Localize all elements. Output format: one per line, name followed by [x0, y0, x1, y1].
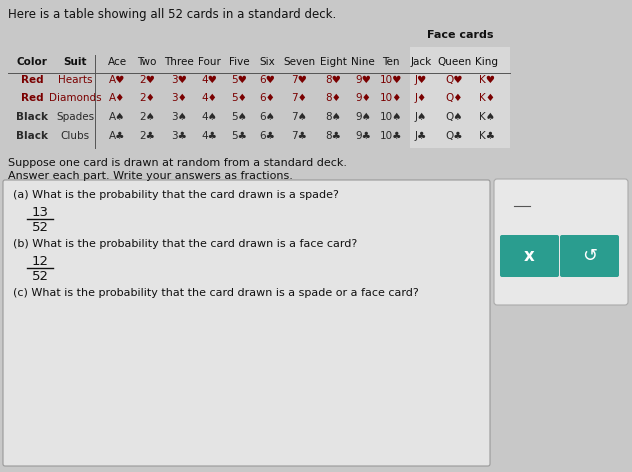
Text: Two: Two — [137, 57, 157, 67]
Text: 6♦: 6♦ — [259, 93, 275, 103]
Text: King: King — [475, 57, 499, 67]
Text: 5♦: 5♦ — [231, 93, 247, 103]
Text: 10♦: 10♦ — [380, 93, 402, 103]
Text: J♥: J♥ — [415, 75, 427, 85]
Text: 3♥: 3♥ — [171, 75, 187, 85]
Text: 3♠: 3♠ — [171, 112, 187, 122]
Text: 6♣: 6♣ — [259, 131, 275, 141]
Text: Clubs: Clubs — [61, 131, 90, 141]
Text: Q♠: Q♠ — [446, 112, 463, 122]
Text: (a) What is the probability that the card drawn is a spade?: (a) What is the probability that the car… — [13, 190, 339, 200]
Text: (b) What is the probability that the card drawn is a face card?: (b) What is the probability that the car… — [13, 239, 357, 249]
Text: 2♣: 2♣ — [139, 131, 155, 141]
Text: Six: Six — [259, 57, 275, 67]
Text: 2♠: 2♠ — [139, 112, 155, 122]
Text: 4♦: 4♦ — [201, 93, 217, 103]
Text: 4♣: 4♣ — [201, 131, 217, 141]
Text: 9♥: 9♥ — [355, 75, 371, 85]
FancyBboxPatch shape — [515, 190, 529, 202]
Text: 7♥: 7♥ — [291, 75, 307, 85]
Text: 2♦: 2♦ — [139, 93, 155, 103]
Text: 6♠: 6♠ — [259, 112, 275, 122]
Text: 10♥: 10♥ — [380, 75, 402, 85]
Text: Color: Color — [16, 57, 47, 67]
Text: A♦: A♦ — [109, 93, 125, 103]
Text: 9♠: 9♠ — [355, 112, 371, 122]
Text: 7♦: 7♦ — [291, 93, 307, 103]
Text: Q♥: Q♥ — [446, 75, 463, 85]
Text: Black: Black — [16, 112, 48, 122]
Text: Jack: Jack — [410, 57, 432, 67]
Text: Suppose one card is drawn at random from a standard deck.: Suppose one card is drawn at random from… — [8, 158, 347, 168]
Text: J♠: J♠ — [415, 112, 427, 122]
Text: Eight: Eight — [320, 57, 346, 67]
Text: 9♣: 9♣ — [355, 131, 371, 141]
FancyBboxPatch shape — [3, 180, 490, 466]
Text: K♥: K♥ — [479, 75, 495, 85]
Text: Suit: Suit — [63, 57, 87, 67]
Text: 5♣: 5♣ — [231, 131, 247, 141]
Text: x: x — [524, 247, 535, 265]
Text: Q♦: Q♦ — [446, 93, 463, 103]
Text: 10♣: 10♣ — [380, 131, 402, 141]
FancyBboxPatch shape — [515, 209, 529, 221]
FancyBboxPatch shape — [17, 304, 26, 318]
Text: 4♠: 4♠ — [201, 112, 217, 122]
Text: (c) What is the probability that the card drawn is a spade or a face card?: (c) What is the probability that the car… — [13, 288, 419, 298]
Text: 3♣: 3♣ — [171, 131, 187, 141]
Text: Here is a table showing all 52 cards in a standard deck.: Here is a table showing all 52 cards in … — [8, 8, 336, 21]
Text: A♥: A♥ — [109, 75, 125, 85]
Text: 52: 52 — [32, 270, 49, 283]
Text: K♠: K♠ — [479, 112, 495, 122]
Text: Red: Red — [21, 93, 44, 103]
Text: K♦: K♦ — [479, 93, 495, 103]
Text: 2♥: 2♥ — [139, 75, 155, 85]
Text: 7♣: 7♣ — [291, 131, 307, 141]
Text: Nine: Nine — [351, 57, 375, 67]
Text: Answer each part. Write your answers as fractions.: Answer each part. Write your answers as … — [8, 171, 293, 181]
Text: Queen: Queen — [437, 57, 471, 67]
Text: Diamonds: Diamonds — [49, 93, 101, 103]
Text: K♣: K♣ — [479, 131, 495, 141]
Text: 3♦: 3♦ — [171, 93, 187, 103]
Text: Q♣: Q♣ — [446, 131, 463, 141]
Text: Red: Red — [21, 75, 44, 85]
Text: 52: 52 — [32, 221, 49, 234]
Text: Face cards: Face cards — [427, 30, 493, 40]
Text: 13: 13 — [32, 206, 49, 219]
Text: 8♣: 8♣ — [325, 131, 341, 141]
Text: 5♠: 5♠ — [231, 112, 247, 122]
Text: Spades: Spades — [56, 112, 94, 122]
Text: Ten: Ten — [382, 57, 400, 67]
Bar — [410, 47, 510, 148]
Text: J♦: J♦ — [415, 93, 427, 103]
FancyBboxPatch shape — [494, 179, 628, 305]
Text: Seven: Seven — [283, 57, 315, 67]
Text: 8♥: 8♥ — [325, 75, 341, 85]
Text: 8♠: 8♠ — [325, 112, 341, 122]
Text: 5♥: 5♥ — [231, 75, 247, 85]
Text: 8♦: 8♦ — [325, 93, 341, 103]
Text: 9♦: 9♦ — [355, 93, 371, 103]
Text: A♠: A♠ — [109, 112, 125, 122]
Text: J♣: J♣ — [415, 131, 427, 141]
FancyBboxPatch shape — [560, 235, 619, 277]
Text: 10♠: 10♠ — [380, 112, 402, 122]
Text: Black: Black — [16, 131, 48, 141]
Text: Five: Five — [229, 57, 249, 67]
Text: 6♥: 6♥ — [259, 75, 275, 85]
Text: Four: Four — [198, 57, 221, 67]
Text: Hearts: Hearts — [58, 75, 92, 85]
Text: 12: 12 — [32, 255, 49, 268]
Text: Three: Three — [164, 57, 194, 67]
Text: 4♥: 4♥ — [201, 75, 217, 85]
Text: 7♠: 7♠ — [291, 112, 307, 122]
Text: Ace: Ace — [107, 57, 126, 67]
Text: ↺: ↺ — [582, 247, 597, 265]
FancyBboxPatch shape — [500, 235, 559, 277]
Text: A♣: A♣ — [109, 131, 125, 141]
